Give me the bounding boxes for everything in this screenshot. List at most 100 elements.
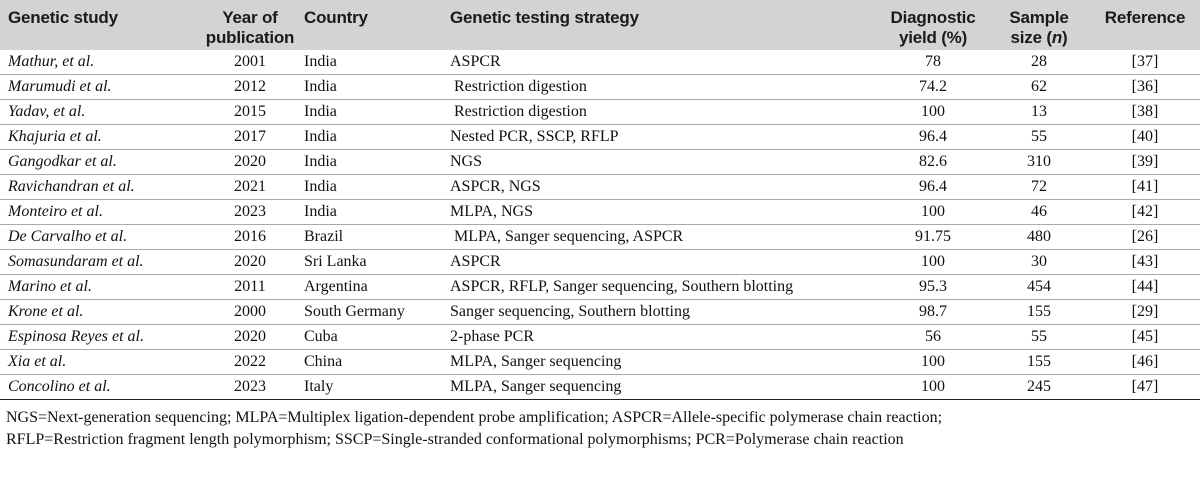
cell-country: Argentina — [304, 278, 368, 295]
cell-reference: [44] — [1131, 278, 1159, 295]
cell-country: China — [304, 353, 343, 370]
cell-country: India — [304, 203, 337, 220]
cell-reference: [37] — [1131, 53, 1159, 70]
table-row: De Carvalho et al. 2016 Brazil MLPA, Sange… — [0, 225, 1200, 250]
cell-sample-size: 13 — [1031, 103, 1047, 120]
table-row: Somasundaram et al. 2020 Sri Lanka ASPCR 100… — [0, 250, 1200, 275]
table-row: Yadav, et al. 2015 India Restriction diges… — [0, 100, 1200, 125]
cell-year: 2020 — [234, 153, 266, 170]
table-row: Xia et al. 2022 China MLPA, Sanger sequenci… — [0, 350, 1200, 375]
cell-sample-size: 46 — [1031, 203, 1047, 220]
cell-country: India — [304, 128, 337, 145]
header-yield: Diagnostic yield (%) — [890, 8, 976, 47]
cell-year: 2000 — [234, 303, 266, 320]
cell-study: Ravichandran et al. — [8, 178, 135, 195]
cell-reference: [43] — [1131, 253, 1159, 270]
cell-yield: 96.4 — [919, 178, 947, 195]
cell-yield: 100 — [921, 378, 945, 395]
cell-sample-size: 62 — [1031, 78, 1047, 95]
cell-study: Espinosa Reyes et al. — [8, 328, 144, 345]
cell-reference: [45] — [1131, 328, 1159, 345]
table-row: Gangodkar et al. 2020 India NGS 82.6 310 [39] — [0, 150, 1200, 175]
cell-study: Mathur, et al. — [8, 53, 95, 70]
cell-strategy: ASPCR — [450, 253, 501, 270]
cell-strategy: Restriction digestion — [450, 78, 587, 95]
cell-country: Italy — [304, 378, 334, 395]
cell-study: Xia et al. — [8, 353, 67, 370]
cell-year: 2022 — [234, 353, 266, 370]
cell-country: Cuba — [304, 328, 338, 345]
cell-year: 2012 — [234, 78, 266, 95]
table-footnote: NGS=Next-generation sequencing; MLPA=Mul… — [0, 400, 1200, 451]
cell-year: 2011 — [234, 278, 266, 295]
cell-sample-size: 310 — [1027, 153, 1051, 170]
cell-reference: [41] — [1131, 178, 1159, 195]
cell-year: 2001 — [234, 53, 266, 70]
cell-yield: 82.6 — [919, 153, 947, 170]
cell-strategy: ASPCR, RFLP, Sanger sequencing, Southern… — [450, 278, 794, 295]
cell-country: India — [304, 153, 337, 170]
table-row: Krone et al. 2000 South Germany Sanger sequ… — [0, 300, 1200, 325]
cell-strategy: ASPCR, NGS — [450, 178, 541, 195]
cell-reference: [36] — [1131, 78, 1159, 95]
cell-country: India — [304, 103, 337, 120]
cell-sample-size: 30 — [1031, 253, 1047, 270]
cell-sample-size: 28 — [1031, 53, 1047, 70]
cell-reference: [46] — [1131, 353, 1159, 370]
cell-sample-size: 55 — [1031, 328, 1047, 345]
cell-year: 2016 — [234, 228, 266, 245]
header-year: Year of publication — [205, 8, 295, 47]
cell-strategy: MLPA, Sanger sequencing — [450, 353, 622, 370]
table-header-row: Genetic study Year of publication Country… — [0, 0, 1200, 50]
cell-reference: [38] — [1131, 103, 1159, 120]
cell-study: Khajuria et al. — [8, 128, 102, 145]
cell-yield: 96.4 — [919, 128, 947, 145]
cell-reference: [40] — [1131, 128, 1159, 145]
table-row: Marino et al. 2011 Argentina ASPCR, RFLP, S… — [0, 275, 1200, 300]
cell-strategy: Nested PCR, SSCP, RFLP — [450, 128, 619, 145]
header-genetic-study: Genetic study — [8, 8, 118, 27]
cell-study: Yadav, et al. — [8, 103, 86, 120]
cell-yield: 95.3 — [919, 278, 947, 295]
header-reference: Reference — [1104, 8, 1186, 27]
genetic-studies-table: Genetic study Year of publication Country… — [0, 0, 1200, 400]
cell-study: Gangodkar et al. — [8, 153, 117, 170]
cell-study: Marino et al. — [8, 278, 92, 295]
cell-reference: [42] — [1131, 203, 1159, 220]
cell-yield: 74.2 — [919, 78, 947, 95]
cell-sample-size: 454 — [1027, 278, 1051, 295]
cell-sample-size: 480 — [1027, 228, 1051, 245]
cell-country: India — [304, 178, 337, 195]
cell-country: Brazil — [304, 228, 344, 245]
cell-yield: 100 — [921, 203, 945, 220]
table-row: Concolino et al. 2023 Italy MLPA, Sanger se… — [0, 375, 1200, 400]
cell-strategy: MLPA, Sanger sequencing, ASPCR — [450, 228, 684, 245]
cell-yield: 56 — [925, 328, 941, 345]
table-row: Marumudi et al. 2012 India Restriction dig… — [0, 75, 1200, 100]
cell-sample-size: 72 — [1031, 178, 1047, 195]
cell-country: South Germany — [304, 303, 405, 320]
cell-study: Concolino et al. — [8, 378, 111, 395]
table-row: Monteiro et al. 2023 India MLPA, NGS 100 46 [4… — [0, 200, 1200, 225]
cell-yield: 100 — [921, 353, 945, 370]
cell-study: Monteiro et al. — [8, 203, 103, 220]
cell-yield: 78 — [925, 53, 941, 70]
cell-sample-size: 155 — [1027, 303, 1051, 320]
cell-year: 2015 — [234, 103, 266, 120]
table-row: Khajuria et al. 2017 India Nested PCR, SSCP… — [0, 125, 1200, 150]
cell-study: Somasundaram et al. — [8, 253, 144, 270]
cell-country: India — [304, 78, 337, 95]
cell-reference: [29] — [1131, 303, 1159, 320]
cell-year: 2023 — [234, 378, 266, 395]
cell-yield: 91.75 — [915, 228, 951, 245]
footnote-line-2: RFLP=Restriction fragment length polymor… — [6, 431, 904, 448]
cell-year: 2017 — [234, 128, 266, 145]
cell-reference: [47] — [1131, 378, 1159, 395]
cell-strategy: NGS — [450, 153, 483, 170]
cell-year: 2020 — [234, 253, 266, 270]
table-row: Ravichandran et al. 2021 India ASPCR, NGS 96… — [0, 175, 1200, 200]
cell-strategy: 2-phase PCR — [450, 328, 534, 345]
cell-year: 2021 — [234, 178, 266, 195]
cell-reference: [39] — [1131, 153, 1159, 170]
